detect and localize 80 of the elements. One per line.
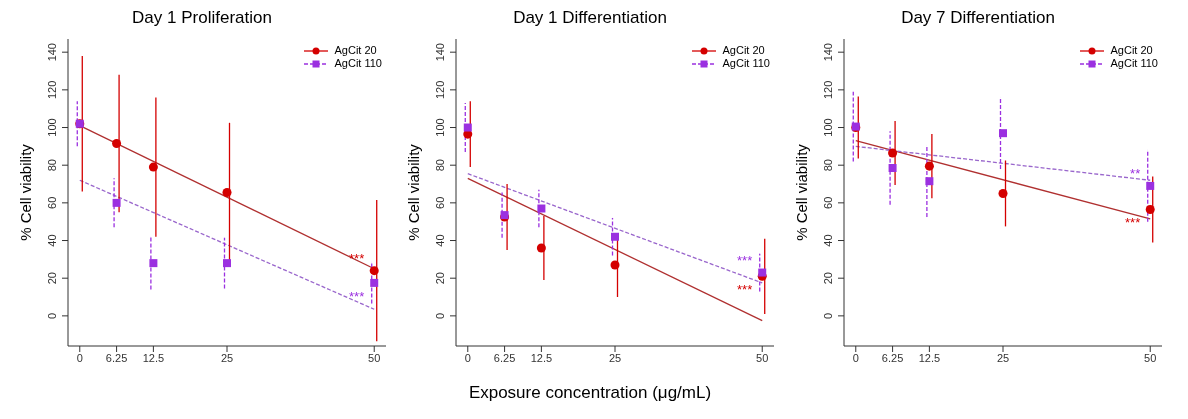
x-tick-label: 12.5: [918, 351, 941, 364]
y-tick-label: 40: [46, 234, 58, 247]
legend-label: AgCit 110: [334, 57, 382, 70]
x-tick-label: 0: [852, 351, 859, 364]
point: [148, 162, 158, 172]
annotation: ***: [1125, 215, 1141, 231]
x-tick-label: 6.25: [493, 351, 516, 364]
legend-label: AgCit 20: [334, 44, 377, 57]
y-axis-title: % Cell viability: [793, 143, 811, 241]
chart-title: Day 1 Differentiation: [512, 8, 668, 29]
y-tick-label: 40: [434, 234, 446, 247]
y-tick-label: 60: [46, 196, 58, 209]
point: [888, 164, 897, 173]
y-tick-label: 60: [434, 196, 446, 209]
y-tick-label: 80: [822, 159, 834, 172]
point: [925, 177, 934, 186]
x-axis-title: Exposure concentration (μg/mL): [467, 383, 713, 403]
x-tick-label: 12.5: [530, 351, 553, 364]
y-tick-label: 20: [46, 272, 58, 285]
point: [369, 266, 379, 276]
x-tick-label: 25: [996, 351, 1010, 364]
x-tick-label: 50: [756, 351, 769, 364]
x-tick-label: 6.25: [881, 351, 904, 364]
chart-title: Day 7 Differentiation: [900, 8, 1056, 29]
y-tick-label: 0: [46, 312, 58, 319]
x-tick-label: 12.5: [142, 351, 165, 364]
y-tick-label: 140: [46, 43, 58, 62]
y-tick-label: 20: [822, 272, 834, 285]
point: [1145, 204, 1155, 214]
point: [223, 259, 231, 268]
legend-label: AgCit 20: [722, 44, 765, 57]
annotation: ***: [737, 252, 753, 268]
point: [999, 129, 1007, 138]
point: [758, 268, 767, 277]
point: [112, 139, 122, 149]
x-tick-label: 50: [368, 351, 381, 364]
y-tick-label: 140: [434, 43, 446, 62]
point: [112, 198, 121, 207]
annotation: ***: [737, 282, 753, 298]
point: [924, 161, 934, 171]
y-tick-label: 100: [46, 118, 58, 137]
annotation: ***: [349, 288, 365, 304]
point: [536, 243, 546, 253]
legend-label: AgCit 110: [1110, 57, 1158, 70]
point: [611, 232, 619, 241]
point: [222, 187, 232, 198]
y-tick-label: 120: [434, 80, 446, 100]
y-tick-label: 100: [822, 118, 834, 137]
x-tick-label: 50: [1144, 351, 1157, 364]
y-tick-label: 100: [434, 118, 446, 137]
point: [370, 278, 379, 287]
x-tick-label: 25: [608, 351, 622, 364]
y-tick-label: 20: [434, 272, 446, 285]
y-tick-label: 40: [822, 234, 834, 247]
point: [610, 260, 620, 270]
y-tick-label: 0: [822, 312, 834, 319]
point: [463, 123, 472, 132]
point: [537, 204, 546, 213]
point: [998, 188, 1008, 198]
annotation: ***: [349, 250, 365, 266]
point: [149, 259, 158, 268]
x-tick-label: 6.25: [105, 351, 128, 364]
point: [888, 148, 898, 158]
y-tick-label: 80: [46, 159, 58, 172]
annotation: **: [1130, 165, 1141, 181]
y-axis-title: % Cell viability: [17, 143, 35, 241]
chart-title: Day 1 Proliferation: [131, 8, 273, 29]
y-tick-label: 120: [822, 80, 834, 100]
x-tick-label: 0: [76, 351, 83, 364]
y-tick-label: 0: [434, 312, 446, 319]
y-axis-title: % Cell viability: [405, 143, 423, 241]
y-tick-label: 140: [822, 43, 834, 62]
x-tick-label: 0: [464, 351, 471, 364]
legend-label: AgCit 110: [722, 57, 770, 70]
y-tick-label: 120: [46, 80, 58, 100]
legend-label: AgCit 20: [1110, 44, 1153, 57]
y-tick-label: 80: [434, 159, 446, 172]
y-tick-label: 60: [822, 196, 834, 209]
point: [1146, 181, 1155, 190]
x-tick-label: 25: [220, 351, 234, 364]
